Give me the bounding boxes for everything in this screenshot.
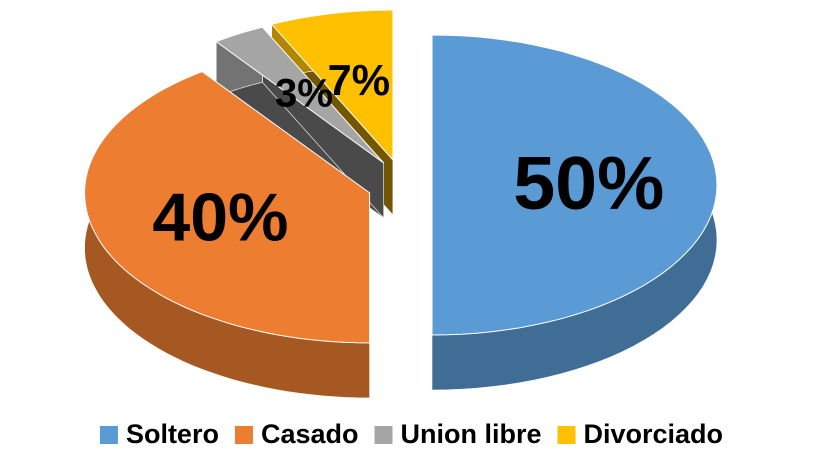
legend-label: Casado [261,419,359,449]
data-label: 7% [328,57,391,105]
data-label: 50% [513,141,664,225]
legend-swatch [234,426,253,444]
legend-label: Divorciado [584,419,724,449]
legend-swatch [99,426,118,444]
slice-top [84,71,371,344]
legend-label: Soltero [126,419,219,449]
data-label: 3% [275,71,333,116]
slice [84,71,371,399]
slice-top [431,34,718,336]
slice-top [270,9,394,162]
slice-top [215,26,385,164]
legend-swatch [374,426,393,444]
slice [431,34,718,391]
legend-label: Union libre [401,419,542,449]
legend-swatch [557,426,576,444]
data-label: 40% [152,179,288,255]
